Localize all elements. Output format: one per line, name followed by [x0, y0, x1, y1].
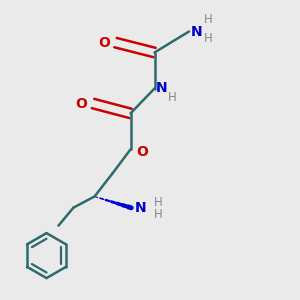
Text: N: N — [135, 202, 147, 215]
Text: O: O — [136, 146, 148, 159]
Text: O: O — [76, 97, 88, 110]
Text: H: H — [154, 208, 163, 221]
Text: N: N — [190, 25, 202, 38]
Text: H: H — [204, 13, 213, 26]
Text: O: O — [98, 36, 110, 50]
Text: H: H — [204, 32, 213, 46]
Text: H: H — [154, 196, 163, 209]
Text: H: H — [168, 91, 177, 104]
Text: N: N — [156, 82, 168, 95]
